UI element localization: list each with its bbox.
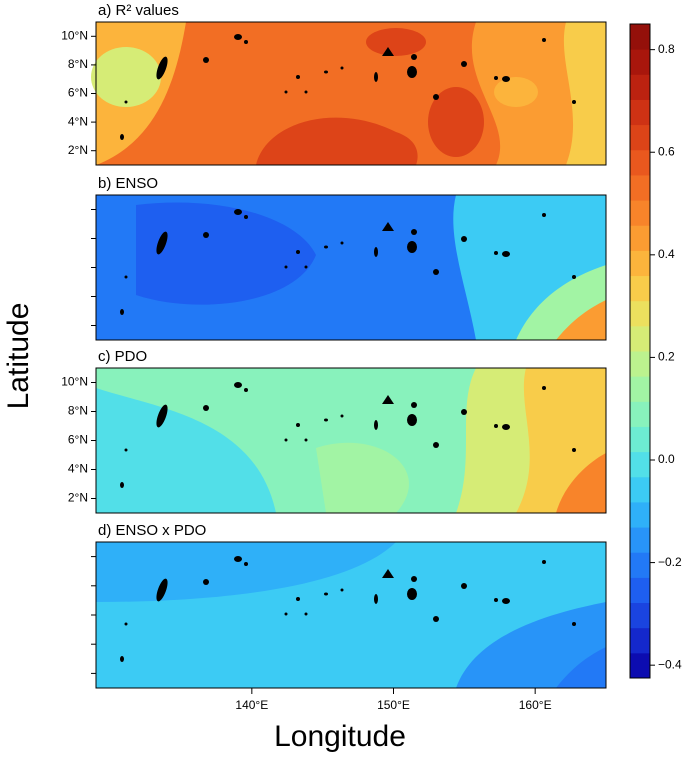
colorbar-band: [630, 476, 650, 503]
y-tick-label: 8°N: [68, 404, 88, 418]
colorbar-band: [630, 501, 650, 528]
colorbar-band: [630, 426, 650, 453]
y-tick-label: 6°N: [68, 433, 88, 447]
y-axis-label: Latitude: [2, 303, 35, 410]
y-tick-label: 4°N: [68, 462, 88, 476]
colorbar-band: [630, 577, 650, 604]
y-tick-label: 8°N: [68, 57, 88, 71]
y-tick-label: 4°N: [68, 114, 88, 128]
colorbar-tick-label: 0.2: [658, 350, 675, 364]
colorbar-band: [630, 275, 650, 302]
panel-title: c) PDO: [98, 348, 147, 365]
colorbar-band: [630, 451, 650, 478]
colorbar-frame: [629, 23, 651, 679]
colorbar-band: [630, 602, 650, 629]
colorbar-band: [630, 325, 650, 352]
colorbar-band: [630, 24, 650, 50]
y-tick-label: 6°N: [68, 86, 88, 100]
field-d: [96, 542, 606, 688]
colorbar-tick-label: −0.4: [658, 657, 682, 671]
colorbar-band: [630, 300, 650, 327]
colorbar-band: [630, 376, 650, 402]
field-a: [91, 22, 606, 165]
x-tick-label: 150°E: [377, 698, 410, 712]
panel-title: a) R² values: [98, 2, 179, 19]
y-tick-label: 2°N: [68, 491, 88, 505]
panel-title: d) ENSO x PDO: [98, 522, 206, 539]
colorbar-band: [630, 552, 650, 578]
colorbar-band: [630, 99, 650, 126]
colorbar-tick-label: 0.0: [658, 452, 675, 466]
x-axis-label: Longitude: [274, 720, 406, 753]
colorbar-band: [630, 49, 650, 75]
field-b: [96, 195, 606, 340]
colorbar-band: [630, 174, 650, 201]
colorbar-band: [630, 149, 650, 176]
colorbar-band: [630, 401, 650, 427]
field-c: [96, 368, 606, 513]
y-tick-label: 10°N: [61, 375, 88, 389]
panel-title: b) ENSO: [98, 175, 158, 192]
colorbar-band: [630, 200, 650, 226]
y-tick-label: 10°N: [61, 28, 88, 42]
colorbar-band: [630, 351, 650, 377]
colorbar-band: [630, 124, 650, 151]
y-tick-label: 2°N: [68, 143, 88, 157]
colorbar-band: [630, 652, 650, 679]
contour-fields: [91, 22, 606, 688]
colorbar-tick-label: 0.8: [658, 42, 675, 56]
x-tick-label: 140°E: [235, 698, 268, 712]
colorbar-band: [630, 527, 650, 553]
colorbar-band: [630, 627, 650, 654]
x-tick-label: 160°E: [519, 698, 552, 712]
colorbar-band: [630, 250, 650, 277]
colorbar-tick-label: 0.4: [658, 247, 675, 261]
colorbar-band: [630, 74, 650, 100]
colorbar-band: [630, 225, 650, 251]
colorbar-tick-label: 0.6: [658, 144, 675, 158]
colorbar-tick-label: −0.2: [658, 555, 682, 569]
